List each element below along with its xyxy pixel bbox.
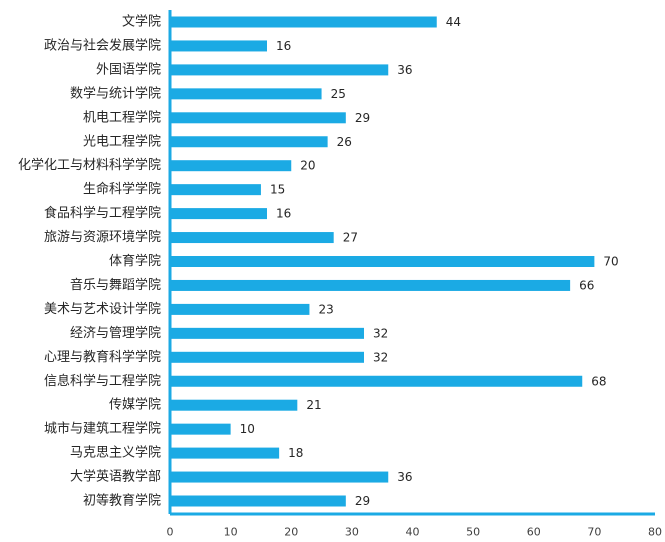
category-label: 音乐与舞蹈学院 [70, 277, 161, 293]
x-tick-label: 80 [648, 526, 662, 539]
category-label: 初等教育学院 [83, 493, 161, 509]
value-label: 36 [397, 470, 412, 484]
bar [170, 471, 389, 483]
bar [170, 160, 292, 172]
x-tick-label: 20 [284, 526, 298, 539]
category-label: 心理与教育科学学院 [44, 349, 161, 365]
category-label: 信息科学与工程学院 [44, 373, 161, 389]
bar [170, 208, 267, 220]
bar [170, 136, 328, 148]
value-label: 10 [240, 422, 255, 436]
value-label: 32 [373, 350, 388, 364]
x-tick-label: 40 [406, 526, 420, 539]
x-tick-label: 60 [527, 526, 541, 539]
bar [170, 375, 583, 387]
value-label: 16 [276, 207, 291, 221]
value-label: 25 [331, 87, 346, 101]
value-label: 15 [270, 183, 285, 197]
bars-group [170, 16, 595, 507]
axes-group [168, 10, 655, 516]
x-tick-label: 30 [345, 526, 359, 539]
category-label: 光电工程学院 [83, 133, 161, 149]
value-label: 29 [355, 494, 370, 508]
bar [170, 40, 267, 52]
bar [170, 495, 346, 507]
value-label: 23 [318, 302, 333, 316]
bar [170, 303, 310, 315]
x-tick-label: 50 [466, 526, 480, 539]
category-label: 外国语学院 [96, 61, 161, 77]
bar [170, 64, 389, 76]
category-label: 旅游与资源环境学院 [44, 229, 161, 245]
value-label: 26 [337, 135, 352, 149]
category-label: 体育学院 [109, 253, 161, 269]
value-label: 68 [591, 374, 606, 388]
bar [170, 351, 364, 363]
category-label: 美术与艺术设计学院 [44, 301, 161, 317]
value-label: 70 [603, 255, 618, 269]
value-label: 18 [288, 446, 303, 460]
value-label: 20 [300, 159, 315, 173]
bar [170, 184, 261, 196]
value-label: 29 [355, 111, 370, 125]
bar [170, 327, 364, 339]
value-label: 21 [306, 398, 321, 412]
category-labels-group: 文学院政治与社会发展学院外国语学院数学与统计学院机电工程学院光电工程学院化学化工… [18, 14, 161, 509]
value-label: 66 [579, 278, 594, 292]
category-label: 城市与建筑工程学院 [44, 421, 161, 437]
bar [170, 112, 346, 124]
value-label: 27 [343, 231, 358, 245]
bar [170, 88, 322, 100]
category-label: 经济与管理学院 [70, 325, 161, 341]
category-label: 食品科学与工程学院 [44, 205, 161, 221]
category-label: 大学英语教学部 [70, 469, 161, 485]
value-label: 32 [373, 326, 388, 340]
bar [170, 256, 595, 267]
category-label: 传媒学院 [109, 397, 161, 413]
category-label: 马克思主义学院 [70, 445, 161, 461]
bar [170, 16, 437, 28]
x-tick-label: 70 [587, 526, 601, 539]
category-label: 机电工程学院 [83, 109, 161, 125]
x-ticks-group: 0 10 20 30 40 50 60 70 80 [167, 526, 663, 539]
category-label: 数学与统计学院 [70, 85, 161, 101]
bar [170, 423, 231, 435]
category-label: 政治与社会发展学院 [44, 37, 161, 53]
value-label: 16 [276, 39, 291, 53]
bar [170, 447, 280, 459]
value-label: 36 [397, 63, 412, 77]
bar [170, 279, 571, 291]
category-label: 文学院 [122, 14, 161, 30]
category-label: 化学化工与材料科学学院 [18, 157, 161, 173]
bar [170, 232, 334, 244]
category-label: 生命科学学院 [83, 181, 161, 197]
value-labels-group: 4416362529262015162770662332326821101836… [240, 15, 619, 508]
bar [170, 399, 298, 411]
x-tick-label: 0 [167, 526, 174, 539]
x-tick-label: 10 [224, 526, 238, 539]
value-label: 44 [446, 15, 461, 29]
